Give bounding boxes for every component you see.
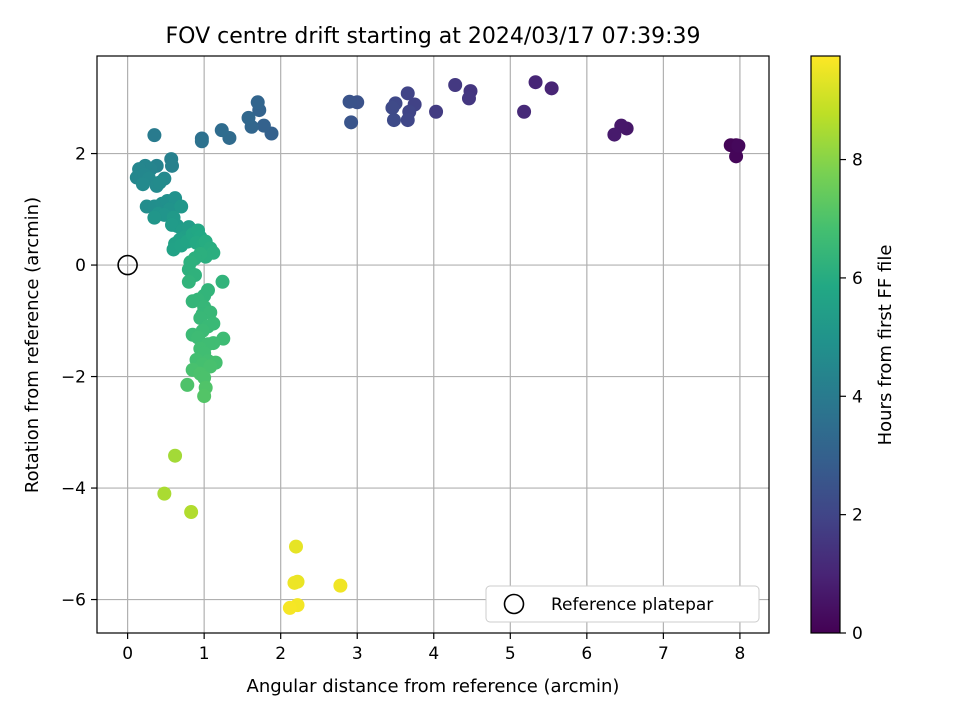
x-tick-label: 2 <box>275 644 286 664</box>
x-axis-label: Angular distance from reference (arcmin) <box>247 676 620 697</box>
data-point <box>256 118 271 133</box>
data-point <box>197 389 212 404</box>
x-tick-label: 0 <box>122 644 133 664</box>
legend: Reference platepar <box>485 585 760 623</box>
data-point <box>342 94 357 109</box>
x-tick-label: 8 <box>735 644 746 664</box>
scatter-points <box>129 75 746 615</box>
data-point <box>165 158 180 173</box>
data-point <box>333 578 348 593</box>
y-axis-label: Rotation from reference (arcmin) <box>22 197 43 493</box>
data-point <box>165 217 180 232</box>
data-point <box>287 575 302 590</box>
x-tick-label: 3 <box>352 644 363 664</box>
colorbar-tick-label: 6 <box>852 269 863 289</box>
data-point <box>181 274 196 289</box>
data-point <box>386 113 401 128</box>
legend-box <box>485 585 760 623</box>
colorbar-tick-label: 8 <box>852 151 863 171</box>
y-axis-ticks: −6 −4 −2 0 2 <box>61 145 97 611</box>
x-tick-label: 1 <box>199 644 210 664</box>
data-point <box>448 77 463 92</box>
data-point <box>203 359 218 374</box>
data-point <box>731 138 746 153</box>
legend-marker-icon <box>503 593 525 615</box>
y-tick-label: −4 <box>61 479 86 499</box>
data-point <box>241 110 256 125</box>
data-point <box>214 123 229 138</box>
data-point <box>147 210 162 225</box>
data-point <box>288 539 303 554</box>
data-point <box>191 330 206 345</box>
data-point <box>729 149 744 164</box>
x-tick-label: 5 <box>505 644 516 664</box>
legend-entry-label: Reference platepar <box>551 595 713 615</box>
data-point <box>461 91 476 106</box>
reference-platepar-marker <box>117 254 138 276</box>
data-point <box>544 81 559 96</box>
data-point <box>168 448 183 463</box>
data-point <box>517 104 532 119</box>
colorbar-tick-label: 4 <box>852 387 863 407</box>
y-tick-label: 0 <box>75 256 86 276</box>
data-point <box>400 86 415 101</box>
x-tick-label: 6 <box>581 644 592 664</box>
data-point <box>282 600 297 615</box>
data-point <box>429 104 444 119</box>
y-tick-label: −6 <box>61 591 86 611</box>
colorbar-tick-label: 2 <box>852 506 863 526</box>
data-point <box>185 294 200 309</box>
colorbar-label: Hours from first FF file <box>875 245 896 446</box>
data-point <box>215 274 230 289</box>
data-point <box>607 127 622 142</box>
colorbar-tick-label: 0 <box>852 624 863 644</box>
data-point <box>174 199 189 214</box>
y-tick-label: 2 <box>75 145 86 165</box>
data-point <box>250 95 265 110</box>
data-point <box>344 115 359 130</box>
plot-frame <box>96 55 770 634</box>
x-axis-ticks: 0 1 2 3 4 5 6 7 8 <box>122 633 745 664</box>
data-point <box>400 113 415 128</box>
data-point <box>157 486 172 501</box>
data-point <box>147 128 162 143</box>
data-point <box>194 134 209 149</box>
data-point <box>385 100 400 115</box>
data-point <box>528 75 543 90</box>
colorbar <box>810 55 841 634</box>
data-point <box>152 175 167 190</box>
data-point <box>184 505 199 520</box>
data-point <box>135 177 150 192</box>
x-tick-label: 4 <box>428 644 439 664</box>
y-tick-label: −2 <box>61 368 86 388</box>
x-tick-label: 7 <box>658 644 669 664</box>
chart-title: FOV centre drift starting at 2024/03/17 … <box>166 24 701 49</box>
data-point <box>180 377 195 392</box>
colorbar-ticks: 0 2 4 6 8 <box>840 151 863 644</box>
